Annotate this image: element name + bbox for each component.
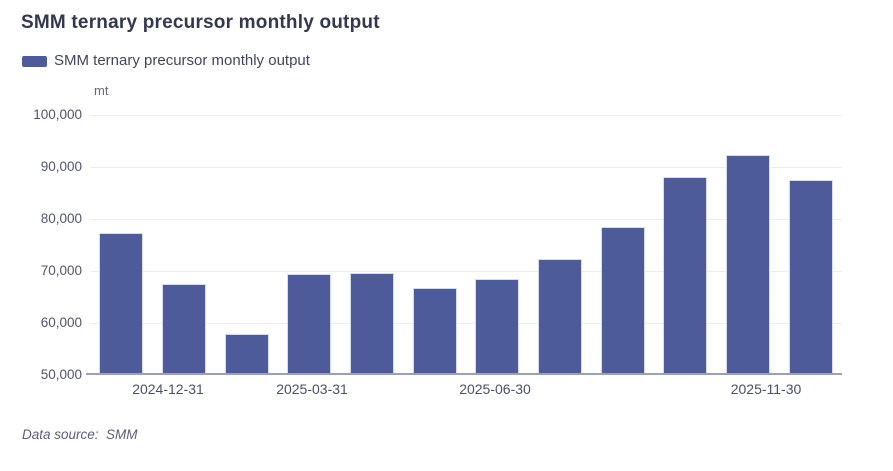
x-tick-label: 2025-11-30 <box>730 381 802 397</box>
y-tick-label: 70,000 <box>40 263 82 278</box>
gridline <box>90 271 842 272</box>
data-source-label: Data source: SMM <box>22 427 138 442</box>
legend-item[interactable]: SMM ternary precursor monthly output <box>22 52 310 69</box>
gridline <box>90 323 842 324</box>
bar-2025-03-31[interactable] <box>287 274 331 375</box>
x-tick-label: 2024-12-31 <box>132 381 204 397</box>
bar-2024-12-31[interactable] <box>99 233 143 375</box>
y-axis-unit-label: mt <box>94 83 109 98</box>
legend-label: SMM ternary precursor monthly output <box>54 52 310 69</box>
y-tick-label: 60,000 <box>40 315 82 330</box>
bar-2025-09-30[interactable] <box>663 177 707 375</box>
bar-2025-04-30[interactable] <box>350 273 394 375</box>
y-tick-label: 80,000 <box>40 211 82 226</box>
bar-2025-02-28[interactable] <box>225 334 269 375</box>
gridline <box>90 115 842 116</box>
x-tick-label: 2025-06-30 <box>459 381 531 397</box>
gridline <box>90 167 842 168</box>
chart-title: SMM ternary precursor monthly output <box>21 12 380 33</box>
x-tick-label: 2025-03-31 <box>276 381 348 397</box>
bar-2025-06-30[interactable] <box>475 279 519 375</box>
bar-2025-07-31[interactable] <box>538 259 582 375</box>
bar-2025-10-31[interactable] <box>726 155 770 375</box>
legend-swatch-icon <box>22 55 47 67</box>
y-tick-label: 50,000 <box>40 367 82 382</box>
bar-2025-01-31[interactable] <box>162 284 206 375</box>
bar-2025-08-31[interactable] <box>601 227 645 375</box>
plot-area <box>86 115 842 375</box>
gridline <box>90 219 842 220</box>
bar-2025-11-30[interactable] <box>789 180 833 375</box>
y-tick-label: 100,000 <box>33 107 82 122</box>
y-tick-label: 90,000 <box>40 159 82 174</box>
x-axis-line <box>86 373 842 375</box>
bar-2025-05-31[interactable] <box>413 288 457 375</box>
